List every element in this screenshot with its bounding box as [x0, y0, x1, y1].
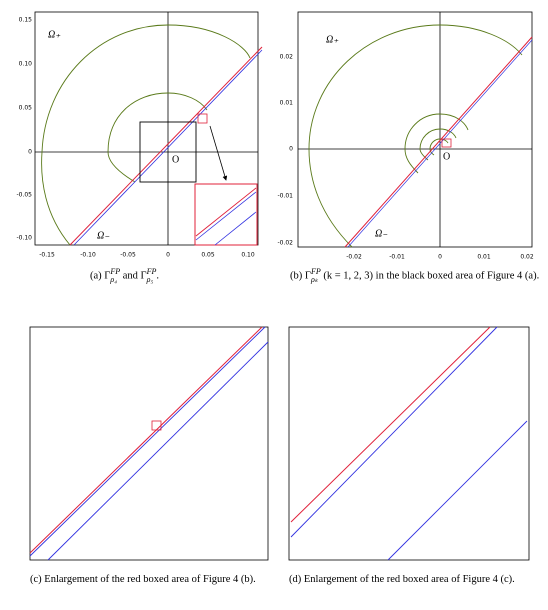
y-tick-label: 0.10 — [19, 61, 33, 68]
caption-text: and Γ — [120, 270, 147, 282]
x-tick-label: 0.05 — [201, 252, 215, 259]
caption-sub: ρ₄ — [110, 275, 117, 284]
x-tick-label: 0.01 — [477, 254, 491, 261]
region-label: Ω₊ — [326, 34, 339, 45]
caption-sup: FP — [310, 267, 321, 276]
x-tick-label: 0.02 — [520, 254, 534, 261]
caption: (c) Enlargement of the red boxed area of… — [30, 574, 256, 585]
panel-d — [288, 326, 530, 561]
region-label: Ω₋ — [375, 228, 388, 239]
y-tick-label: -0.01 — [277, 193, 293, 200]
panel-b — [297, 11, 533, 248]
panel-c — [29, 326, 269, 561]
region-label: Ω₊ — [48, 29, 61, 40]
origin-label: O — [443, 151, 450, 162]
caption-text: (b) Γ — [290, 270, 311, 282]
x-tick-label: 0 — [166, 252, 170, 259]
y-tick-label: 0 — [28, 149, 32, 156]
y-tick-label: 0.01 — [280, 100, 294, 107]
x-tick-label: -0.05 — [120, 252, 136, 259]
y-tick-label: 0 — [289, 146, 293, 153]
x-tick-label: 0.10 — [241, 252, 255, 259]
x-tick-label: 0 — [438, 254, 442, 261]
caption: (b) Γ FP ρₖ (k = 1, 2, 3) in the black box… — [290, 268, 540, 284]
panel-a — [34, 11, 263, 246]
caption-text: . — [156, 270, 160, 282]
caption-sup: FP — [110, 267, 121, 276]
origin-label: O — [172, 154, 179, 165]
caption-text: (a) Γ — [90, 270, 111, 282]
x-tick-label: -0.02 — [346, 254, 362, 261]
x-tick-label: -0.01 — [389, 254, 405, 261]
y-tick-label: 0.05 — [19, 105, 33, 112]
caption: (a) Γ FP ρ₄ and Γ FP ρ₅. — [90, 268, 159, 284]
caption-sub: ρ₅ — [146, 275, 154, 284]
y-tick-label: -0.10 — [16, 235, 32, 242]
y-tick-label: -0.05 — [16, 192, 32, 199]
caption: (d) Enlargement of the red boxed area of… — [289, 574, 515, 585]
caption-sup: FP — [146, 267, 157, 276]
y-tick-label: -0.02 — [277, 240, 293, 247]
y-tick-label: 0.15 — [19, 17, 33, 24]
region-label: Ω₋ — [97, 230, 110, 241]
x-tick-label: -0.10 — [80, 252, 96, 259]
x-tick-label: -0.15 — [39, 252, 55, 259]
caption-text: (k = 1, 2, 3) in the black boxed area of… — [320, 270, 540, 282]
caption-sub: ρₖ — [310, 275, 319, 284]
y-tick-label: 0.02 — [280, 54, 294, 61]
